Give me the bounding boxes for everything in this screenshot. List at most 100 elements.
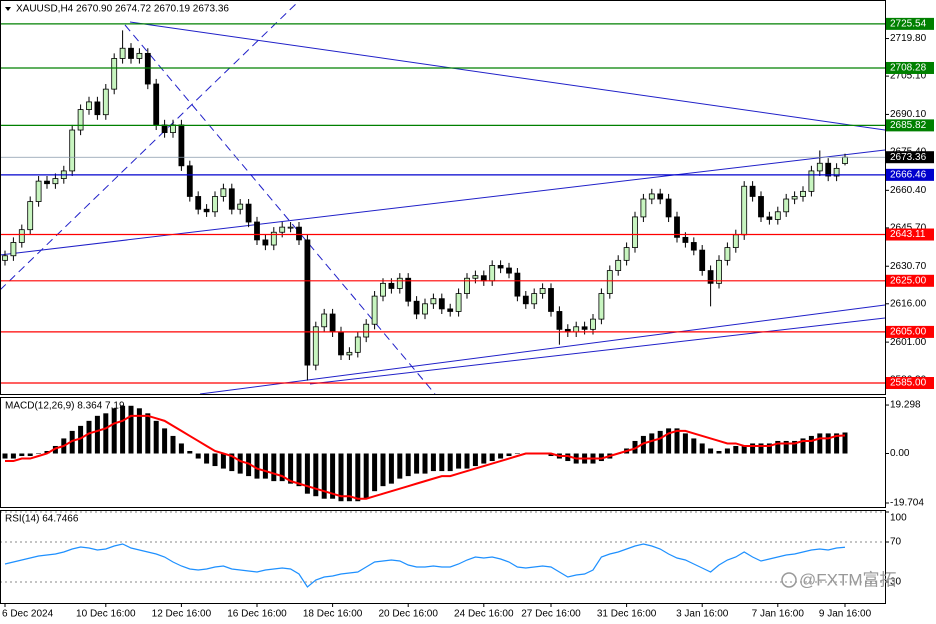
macd-bar [103, 413, 109, 454]
candle-body [86, 101, 92, 110]
macd-bar [44, 450, 50, 454]
candle-body [665, 198, 672, 218]
macd-bar [775, 440, 781, 454]
macd-bar [708, 448, 714, 454]
candle-body [590, 318, 596, 330]
candle-body [497, 265, 504, 269]
menu-arrow[interactable] [5, 7, 11, 11]
candle-body [321, 313, 328, 328]
trend-lines [0, 0, 886, 395]
macd-bar [439, 453, 445, 472]
level-label: 2643.11 [890, 229, 926, 240]
macd-bar [800, 438, 806, 454]
macd-bar [346, 453, 352, 502]
macd-bar [321, 453, 327, 499]
candle-body [405, 277, 412, 302]
macd-bar [246, 453, 252, 477]
macd-bar [279, 453, 285, 482]
level-label-box [886, 377, 934, 390]
candle-body [153, 83, 160, 126]
candle-body [699, 249, 706, 271]
candle-body [648, 193, 655, 200]
x-tick-label: 31 Dec 16:00 [597, 609, 657, 620]
macd-bar [355, 453, 361, 502]
rsi-title: RSI(14) 64.7466 [5, 514, 79, 525]
candle-body [111, 58, 118, 90]
candle-body [783, 198, 790, 213]
x-tick-label: 10 Dec 16:00 [76, 609, 136, 620]
candle-body [413, 300, 420, 315]
macd-bar [220, 453, 226, 469]
candle-body [354, 336, 361, 353]
macd-bar [94, 415, 100, 454]
macd-bar [456, 453, 462, 469]
candle-body [716, 259, 722, 284]
macd-bar [783, 440, 789, 454]
candle-body [438, 298, 445, 310]
trend-line [0, 0, 301, 291]
macd-bar [136, 408, 142, 454]
candle-body [380, 282, 386, 297]
y-tick-label: 2616.00 [890, 298, 927, 309]
trend-line [129, 21, 886, 131]
macd-bar [741, 445, 747, 454]
macd-bar [405, 453, 411, 477]
candle-body [816, 162, 823, 172]
candle-body [136, 52, 143, 59]
candle-body [766, 216, 773, 220]
level-label: 2666.46 [890, 169, 927, 180]
macd-bar [498, 453, 504, 459]
candle-body [800, 190, 806, 197]
y-tick-label: 2645.70 [890, 223, 927, 234]
y-tick-label: 30 [890, 577, 902, 588]
y-tick-label: 2630.70 [890, 261, 927, 272]
candle-body [346, 351, 353, 356]
candle-body [825, 162, 832, 177]
candle-body [690, 242, 697, 251]
macd-bar [229, 453, 235, 472]
candle-body [422, 303, 428, 315]
macd-bar [212, 453, 218, 467]
macd-bar [195, 453, 201, 459]
candle-body [480, 275, 487, 282]
macd-bar [162, 428, 168, 454]
candle-body [270, 231, 277, 246]
macd-bar [632, 440, 638, 454]
candle-body [279, 226, 286, 233]
macd-bar [271, 453, 277, 482]
y-tick-label: 0.00 [890, 448, 910, 459]
candle-body [304, 239, 311, 366]
rsi-frame [0, 510, 886, 604]
candle-body [531, 293, 538, 305]
candle-body [833, 167, 840, 177]
candle-body [254, 221, 260, 241]
macd-bar [598, 453, 604, 462]
candle-body [707, 270, 714, 284]
candle-body [674, 216, 680, 238]
level-label-box [886, 325, 934, 338]
macd-bar [170, 435, 176, 454]
current-price-box [886, 151, 934, 164]
candle-body [119, 47, 126, 59]
watermark-logo [781, 572, 797, 588]
macd-bar [52, 445, 58, 454]
macd-bar [288, 453, 294, 484]
candle-body [371, 295, 378, 325]
candle-body [2, 255, 8, 261]
macd-bar [808, 435, 814, 454]
macd-bar [363, 453, 369, 499]
macd-title: MACD(12,26,9) 8.364 7.19 [5, 401, 125, 412]
level-label-box [886, 168, 934, 181]
candle-body [10, 242, 17, 257]
candle-body [464, 277, 470, 294]
macd-bar [10, 453, 16, 459]
candle-body [102, 88, 109, 116]
macd-bar [834, 433, 840, 454]
level-label-box [886, 274, 934, 287]
macd-frame [0, 397, 886, 508]
macd-bar [338, 453, 344, 502]
macd-bar [842, 432, 848, 454]
candle-body [396, 277, 403, 289]
candle-body [388, 282, 395, 289]
candle-body [791, 196, 798, 200]
